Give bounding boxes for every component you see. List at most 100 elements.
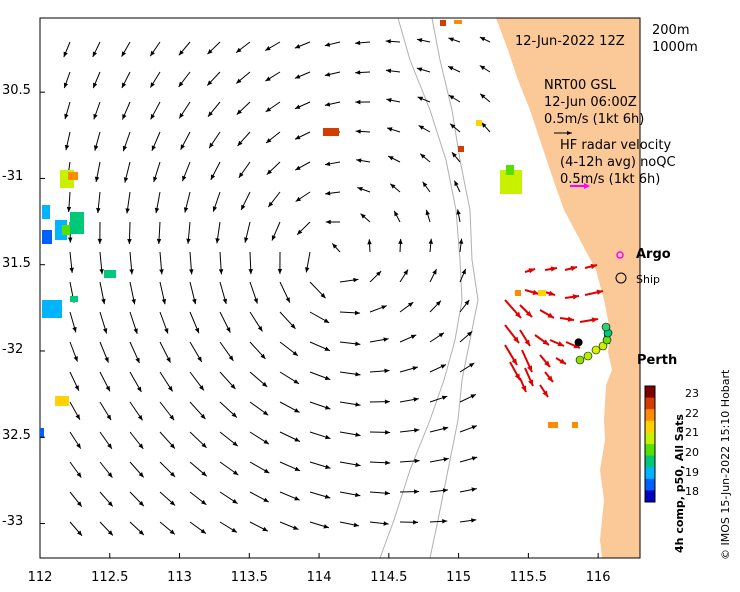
current-arrow-head — [297, 229, 303, 235]
current-arrow-head — [271, 235, 277, 241]
colorbar — [644, 385, 656, 503]
current-arrow-head — [470, 394, 476, 399]
current-arrow-head — [64, 113, 69, 120]
current-arrow-head — [107, 443, 112, 449]
current-arrow-head — [324, 72, 331, 77]
current-arrow-head — [479, 65, 486, 71]
y-tick-label: 32.5 — [2, 428, 31, 444]
current-arrow-head — [464, 299, 470, 306]
current-arrow-head — [384, 490, 390, 496]
current-arrow-head — [248, 269, 253, 275]
current-arrow-head — [384, 399, 390, 404]
sst-patch — [506, 165, 514, 175]
radar-arrow-head — [547, 312, 554, 318]
x-tick-label: 116 — [585, 570, 611, 585]
current-arrow-head — [324, 346, 330, 351]
current-arrow-head — [293, 525, 299, 530]
current-arrow-head — [207, 80, 213, 86]
current-arrow-head — [324, 405, 331, 410]
current-arrow-head — [72, 326, 77, 333]
current-arrow-head — [215, 238, 220, 244]
current-arrow-head — [290, 323, 296, 329]
radar-arrow-head — [521, 385, 527, 392]
current-arrow-head — [385, 460, 391, 466]
current-arrow-head — [294, 104, 301, 109]
current-arrow-head — [471, 487, 477, 492]
current-arrow-head — [320, 293, 326, 299]
radar-avg: (4-12h avg) noQC — [560, 155, 676, 170]
current-arrow-head — [383, 521, 389, 526]
current-arrow-head — [355, 462, 361, 467]
current-arrow-head — [261, 381, 268, 387]
current-arrow-head — [295, 135, 301, 140]
current-arrow-head — [200, 528, 206, 534]
current-arrow-head — [186, 238, 191, 244]
current-arrow-head — [414, 428, 420, 433]
credit-text: © IMOS 15-Jun-2022 15:10 Hobart — [719, 369, 732, 560]
current-arrow-head — [77, 530, 83, 536]
isobath-200m — [429, 17, 479, 559]
current-arrow-head — [135, 357, 140, 364]
current-arrow-head — [97, 238, 103, 244]
current-arrow-head — [428, 238, 434, 244]
current-arrow-head — [194, 327, 200, 334]
current-arrow-head — [263, 497, 269, 503]
current-arrow-head — [93, 82, 98, 89]
current-arrow-head — [376, 271, 382, 277]
current-arrow-head — [448, 95, 455, 100]
model-name: NRT00 GSL — [544, 78, 616, 93]
current-arrow-head — [151, 145, 156, 151]
current-arrow-head — [96, 207, 101, 214]
current-arrow-head — [479, 37, 486, 42]
current-arrow-head — [450, 123, 456, 129]
current-arrow-head — [381, 305, 387, 310]
map-title: 12-Jun-2022 12Z — [515, 34, 625, 49]
x-tick-label: 113.5 — [230, 570, 268, 585]
current-arrow-head — [458, 238, 464, 244]
sst-patch — [500, 170, 522, 194]
current-arrow-head — [294, 437, 300, 442]
current-arrow-head — [232, 441, 238, 447]
colorbar-label: 4h comp, p50, All Sats — [673, 414, 686, 553]
current-arrow-head — [412, 366, 418, 371]
current-arrow-head — [131, 298, 136, 305]
current-arrow-head — [442, 519, 448, 524]
current-arrow-head — [293, 379, 300, 384]
current-arrow-head — [420, 153, 426, 159]
current-arrow-head — [238, 172, 244, 178]
current-arrow-head — [323, 524, 329, 529]
current-arrow-head — [226, 327, 231, 333]
current-arrow-head — [178, 50, 184, 56]
sst-patch — [70, 296, 78, 302]
sst-patch — [572, 422, 578, 428]
radar-arrow-head — [514, 373, 520, 380]
current-arrow-head — [199, 385, 204, 391]
sst-patch — [538, 290, 546, 296]
sst-patch — [104, 270, 116, 278]
sst-patch — [42, 230, 52, 244]
current-arrow-head — [159, 269, 164, 275]
current-arrow-head — [403, 269, 409, 275]
current-arrow-head — [150, 50, 155, 57]
current-arrow-head — [416, 38, 423, 43]
current-arrow-head — [355, 341, 361, 347]
current-arrow-head — [138, 472, 144, 478]
sst-patch — [68, 172, 78, 180]
current-arrow-head — [435, 300, 441, 306]
radar-arrow-head — [557, 341, 564, 347]
current-arrow-head — [468, 362, 475, 368]
current-arrow-head — [241, 204, 246, 211]
current-arrow-head — [387, 127, 393, 132]
x-tick-label: 114.5 — [370, 570, 408, 585]
current-arrow-head — [93, 113, 98, 120]
current-arrow-head — [179, 112, 184, 119]
current-arrow-head — [232, 498, 238, 504]
ship-track — [575, 322, 613, 365]
current-arrow-head — [138, 500, 144, 507]
current-arrow-head — [156, 238, 162, 244]
current-arrow-head — [407, 302, 414, 307]
sst-patch — [62, 225, 70, 235]
colorbar-swatch — [645, 467, 655, 480]
perth-marker — [574, 338, 583, 347]
